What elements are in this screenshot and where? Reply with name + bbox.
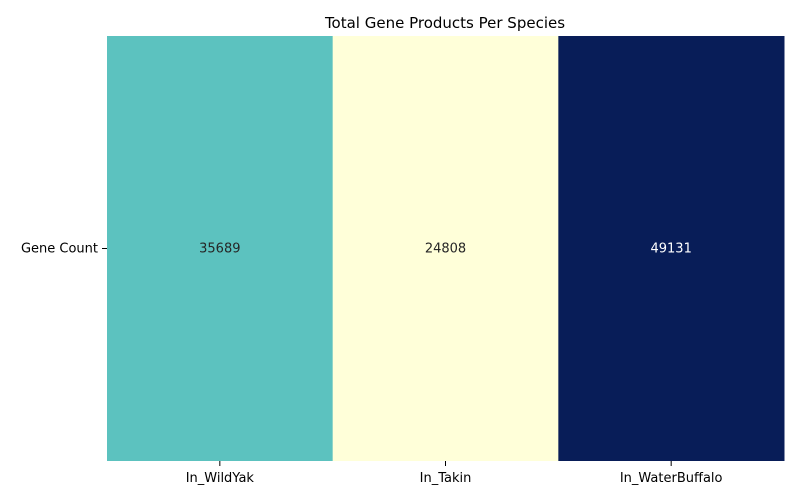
x-tick-label: In_Takin xyxy=(420,471,472,486)
y-axis: Gene Count xyxy=(21,242,107,257)
x-axis: In_WildYak In_Takin In_WaterBuffalo xyxy=(186,461,723,486)
heatmap-cell xyxy=(107,36,334,461)
heatmap-cell xyxy=(558,36,785,461)
heatmap-cells xyxy=(107,36,785,461)
cell-value-label: 49131 xyxy=(650,242,691,257)
cell-value-label: 35689 xyxy=(199,242,240,257)
heatmap-cell xyxy=(332,36,559,461)
chart-title: Total Gene Products Per Species xyxy=(324,14,565,32)
x-tick-label: In_WaterBuffalo xyxy=(620,471,723,486)
x-tick-label: In_WildYak xyxy=(186,471,255,486)
cell-value-label: 24808 xyxy=(425,242,466,257)
cell-labels: 35689 24808 49131 xyxy=(199,242,692,257)
y-tick-label: Gene Count xyxy=(21,242,98,257)
